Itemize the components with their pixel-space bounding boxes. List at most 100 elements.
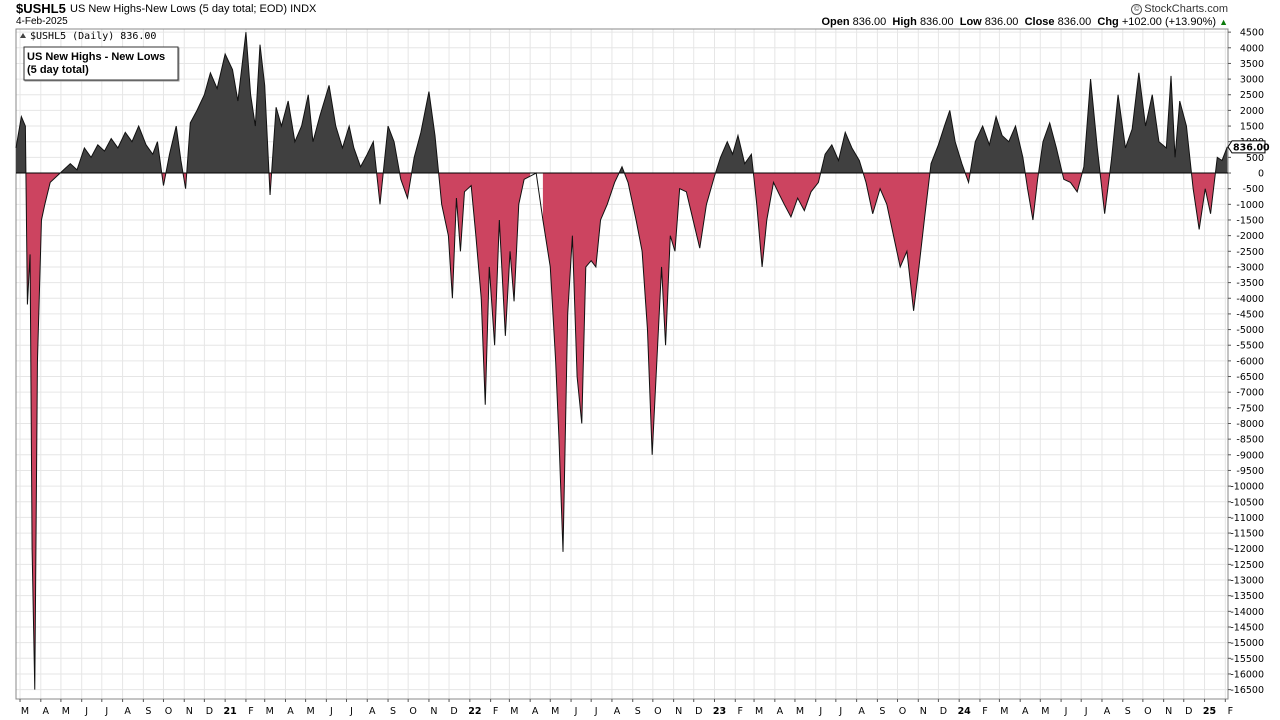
y-tick-label: -12000 xyxy=(1230,544,1264,555)
description-label: US New Highs-New Lows (5 day total; EOD)… xyxy=(70,3,316,15)
x-tick-label: 25 xyxy=(1203,706,1216,717)
x-axis: M A M J J A S O N D 21 F M A M J J A S O N D 22 F M A M J J A S O N D 23 F M… xyxy=(19,699,1233,717)
x-tick-label: 22 xyxy=(468,706,481,717)
brand-text: StockCharts.com xyxy=(1144,3,1228,15)
positive-area xyxy=(715,135,754,174)
high-value: 836.00 xyxy=(919,16,954,28)
y-tick-label: -6000 xyxy=(1236,356,1264,367)
y-tick-label: -6500 xyxy=(1236,372,1264,383)
positive-area xyxy=(60,126,162,174)
mountain-icon xyxy=(20,33,26,38)
positive-area xyxy=(820,132,864,174)
y-tick-label: 3500 xyxy=(1240,59,1264,70)
x-tick-label: F xyxy=(248,706,253,717)
close-label: Close xyxy=(1024,16,1055,28)
area-fills xyxy=(16,32,1228,690)
legend-line-1: US New Highs - New Lows xyxy=(27,51,165,63)
symbol-label: $USHL5 xyxy=(16,1,66,16)
x-tick-label: J xyxy=(838,706,842,717)
positive-area xyxy=(271,85,377,174)
close-value: 836.00 xyxy=(1057,16,1092,28)
chg-label: Chg xyxy=(1097,16,1119,28)
x-tick-label: A xyxy=(1104,706,1111,717)
y-tick-label: 4500 xyxy=(1240,28,1264,39)
positive-area xyxy=(165,126,183,174)
ticker-label-group: $USHL5 (Daily) 836.00 xyxy=(20,31,156,42)
y-tick-label: 4000 xyxy=(1240,43,1264,54)
x-tick-label: A xyxy=(1022,706,1029,717)
x-tick-label: S xyxy=(390,706,396,717)
exchange-label: INDX xyxy=(290,3,317,15)
y-tick-label: -16000 xyxy=(1230,669,1264,680)
positive-area xyxy=(1215,146,1228,174)
open-value: 836.00 xyxy=(852,16,887,28)
x-tick-label: M xyxy=(755,706,763,717)
x-tick-label: M xyxy=(62,706,70,717)
y-tick-label: -4500 xyxy=(1236,309,1264,320)
negative-area xyxy=(376,173,384,205)
y-tick-label: -12500 xyxy=(1230,560,1264,571)
ohlc-readout: Open 836.00 High 836.00 Low 836.00 Close… xyxy=(821,16,1228,28)
y-tick-label: -14500 xyxy=(1230,622,1264,633)
legend-line-2: (5 day total) xyxy=(27,64,89,76)
series-line xyxy=(15,32,1228,690)
x-tick-label: N xyxy=(920,706,927,717)
legend-box: US New Highs - New Lows (5 day total) xyxy=(23,46,179,81)
negative-area xyxy=(1025,173,1039,220)
y-tick-label: -4000 xyxy=(1236,294,1264,305)
description-text: US New Highs-New Lows (5 day total; EOD) xyxy=(70,3,288,15)
x-tick-label: M xyxy=(796,706,804,717)
y-tick-label: -9500 xyxy=(1236,466,1264,477)
low-label: Low xyxy=(959,16,982,28)
x-tick-label: 24 xyxy=(958,706,972,717)
last-value-tag-shape xyxy=(1227,140,1266,154)
brand-link[interactable]: © StockCharts.com xyxy=(1131,3,1228,15)
x-tick-label: M xyxy=(306,706,314,717)
y-tick-label: -5000 xyxy=(1236,325,1264,336)
copyright-icon: © xyxy=(1131,4,1143,15)
x-tick-label: A xyxy=(614,706,621,717)
x-tick-label: M xyxy=(266,706,274,717)
x-tick-label: S xyxy=(879,706,885,717)
y-tick-label: -1000 xyxy=(1236,200,1264,211)
x-tick-label: J xyxy=(1084,706,1088,717)
y-tick-label: -7500 xyxy=(1236,403,1264,414)
x-tick-label: J xyxy=(84,706,88,717)
x-tick-label: M xyxy=(510,706,518,717)
positive-area xyxy=(970,116,1026,174)
y-tick-label: -15000 xyxy=(1230,638,1264,649)
low-value: 836.00 xyxy=(984,16,1019,28)
x-tick-label: J xyxy=(574,706,578,717)
y-tick-label: 0 xyxy=(1258,169,1264,180)
x-tick-label: N xyxy=(675,706,682,717)
negative-area xyxy=(624,173,716,455)
x-tick-label: O xyxy=(899,706,906,717)
x-tick-label: D xyxy=(940,706,947,717)
negative-area xyxy=(542,173,620,552)
y-tick-label: -2500 xyxy=(1236,247,1264,258)
x-tick-label: M xyxy=(1041,706,1049,717)
x-tick-label: O xyxy=(165,706,172,717)
x-tick-label: A xyxy=(124,706,131,717)
x-tick-label: J xyxy=(329,706,333,717)
x-tick-label: N xyxy=(186,706,193,717)
x-tick-label: 21 xyxy=(224,706,237,717)
x-tick-label: S xyxy=(1125,706,1131,717)
x-tick-label: A xyxy=(777,706,784,717)
x-tick-label: O xyxy=(654,706,661,717)
x-tick-label: F xyxy=(982,706,987,717)
y-tick-label: 2500 xyxy=(1240,90,1264,101)
x-tick-label: F xyxy=(1228,706,1233,717)
chart-header: $USHL5 US New Highs-New Lows (5 day tota… xyxy=(0,0,1280,30)
positive-area xyxy=(16,116,26,174)
x-tick-label: J xyxy=(1064,706,1068,717)
y-tick-label: -16500 xyxy=(1230,685,1264,696)
x-tick-label: 23 xyxy=(713,706,726,717)
y-tick-label: -3500 xyxy=(1236,278,1264,289)
x-tick-label: S xyxy=(145,706,151,717)
up-arrow-icon: ▲ xyxy=(1219,17,1228,27)
x-tick-label: A xyxy=(532,706,539,717)
x-tick-label: D xyxy=(1185,706,1192,717)
last-value-tag: 836.00 xyxy=(1227,140,1270,154)
